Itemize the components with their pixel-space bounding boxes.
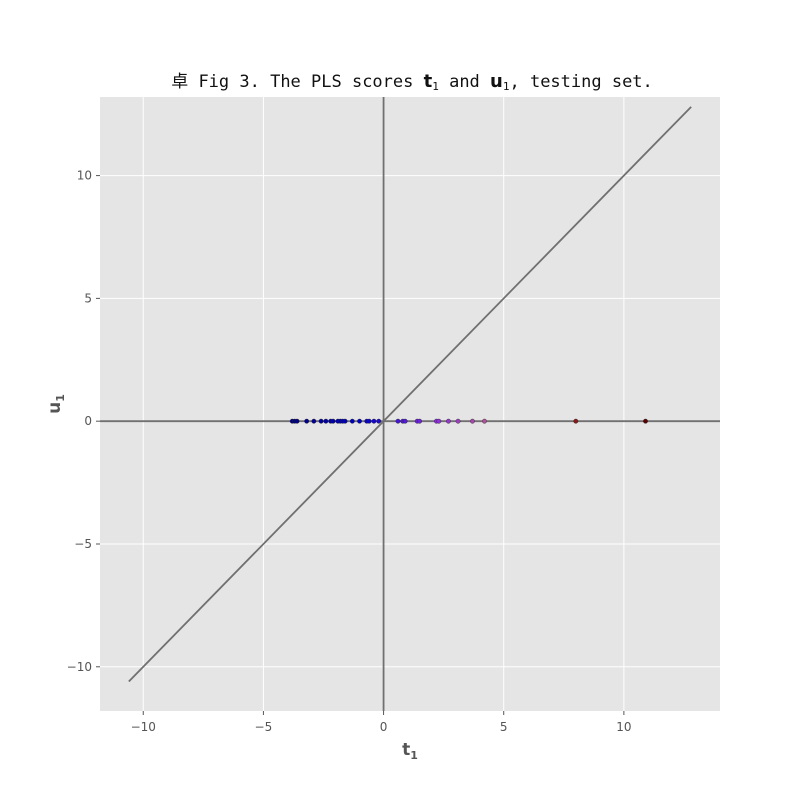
y-axis-label: u1	[45, 394, 67, 414]
y-tick-label: −10	[67, 660, 92, 674]
data-point	[342, 418, 348, 424]
data-point	[376, 418, 382, 424]
data-point	[436, 418, 442, 424]
data-point	[417, 418, 423, 424]
y-tick-label: 0	[84, 414, 92, 428]
chart-title: 卓 Fig 3. The PLS scores t1 and u1, testi…	[171, 71, 653, 93]
identity-line	[128, 106, 692, 683]
y-tick-label: 10	[77, 169, 92, 183]
data-point	[371, 418, 377, 424]
data-point	[323, 418, 329, 424]
x-tick-label: 10	[616, 720, 631, 734]
data-point	[349, 418, 355, 424]
data-points	[289, 418, 648, 424]
reference-lines	[100, 97, 720, 711]
plot-area	[100, 97, 720, 711]
x-tick-label: 0	[380, 720, 388, 734]
data-point	[446, 418, 451, 424]
data-point	[357, 418, 362, 424]
data-point	[366, 418, 372, 424]
x-axis-label: t1	[402, 740, 418, 762]
data-point	[643, 418, 648, 424]
data-point	[573, 418, 579, 424]
data-point	[330, 418, 336, 424]
data-point	[470, 418, 475, 424]
x-tick-label: −5	[255, 720, 273, 734]
data-point	[311, 418, 317, 424]
y-tick-label: −5	[74, 537, 92, 551]
data-point	[318, 418, 324, 424]
axis-ticks: −10 −5 0 5 10 −10 −5 0 5 10	[67, 169, 632, 734]
data-point	[482, 418, 487, 424]
data-point	[304, 418, 310, 424]
data-point	[402, 418, 408, 424]
data-point	[395, 418, 401, 424]
y-tick-label: 5	[84, 291, 92, 305]
data-point	[294, 418, 300, 424]
x-tick-label: −10	[131, 720, 156, 734]
data-point	[455, 418, 461, 424]
x-tick-label: 5	[500, 720, 508, 734]
